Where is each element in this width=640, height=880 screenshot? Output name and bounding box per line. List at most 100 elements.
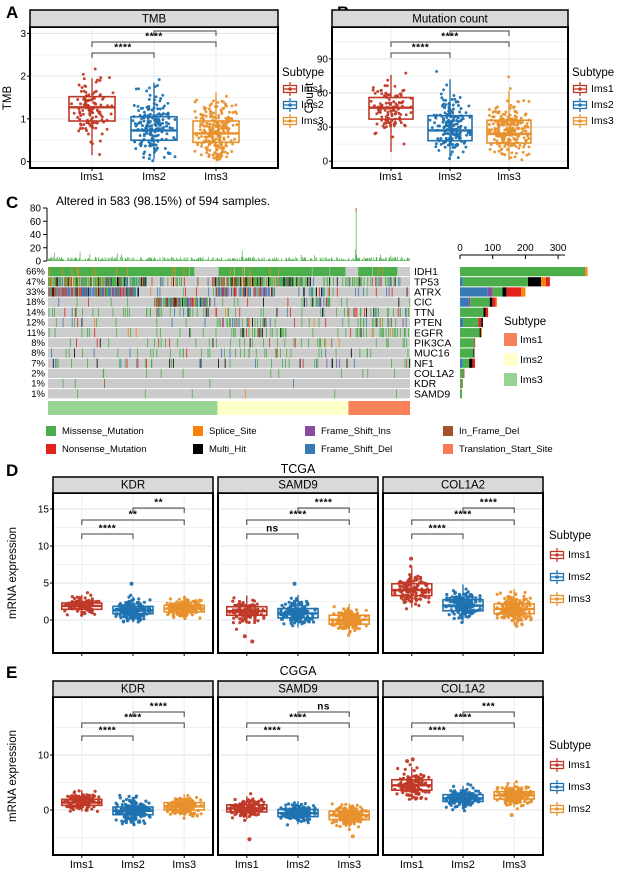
- legend-item-ims3: Ims3: [504, 371, 546, 388]
- panel-title: CGGA: [280, 664, 317, 678]
- tmb-tick-label: 0: [35, 257, 41, 268]
- outlier-point: [405, 759, 410, 764]
- row-pct-label: 18%: [26, 297, 46, 308]
- tmb-tick-label: 20: [30, 243, 42, 254]
- legend-item-ims2: Ims2: [549, 798, 591, 820]
- sig-label: ****: [441, 32, 459, 43]
- subtype-legend-e: Subtype Ims1 Ims3 Ims2: [549, 740, 591, 820]
- y-tick-label: 0: [322, 157, 328, 168]
- sig-label: ****: [99, 524, 117, 535]
- gene-axis-tick-label: 200: [517, 243, 534, 254]
- gene-bar: [460, 277, 550, 287]
- facet-col1a2: **** **** **** COL1A2: [382, 476, 544, 656]
- box: [68, 95, 116, 122]
- sig-label: ****: [289, 713, 307, 724]
- row-gene-label: TP53: [414, 276, 439, 288]
- swatch-icon: [46, 426, 56, 436]
- tmb-tick-label: 40: [30, 230, 42, 241]
- sig-bracket: [411, 722, 515, 728]
- sig-bracket: [246, 519, 350, 525]
- row-gene-label: PIK3CA: [414, 337, 451, 349]
- facet-strip-title: COL1A2: [441, 684, 485, 696]
- facet-strip-title: TMB: [142, 14, 167, 26]
- outlier-point: [129, 581, 134, 586]
- gene-bar: [460, 338, 476, 348]
- facet-strip-title: Mutation count: [412, 14, 488, 26]
- gene-bar: [460, 287, 526, 297]
- facet-strip: [382, 680, 544, 698]
- sig-label: ****: [315, 498, 333, 509]
- mutation-legend-item-splice_site: Splice_Site: [193, 426, 305, 437]
- legend-item-label: Ims2: [301, 99, 324, 111]
- facet-strip: [331, 9, 569, 28]
- sig-label: ****: [454, 510, 472, 521]
- mutation-legend-label: Nonsense_Mutation: [62, 443, 147, 455]
- y-axis-title: TMB: [2, 86, 14, 111]
- facet-mutation count: **********Mutation countIms1Ims2Ims3: [331, 9, 569, 183]
- legend-item-label: Ims1: [591, 83, 614, 95]
- legend-item-ims2: Ims2: [504, 351, 546, 368]
- facet-strip-title: KDR: [121, 480, 145, 492]
- sig-bracket: [81, 735, 134, 741]
- boxplot: [192, 92, 240, 161]
- x-tick-label: Ims1: [80, 171, 104, 183]
- row-pct-label: 8%: [31, 338, 45, 349]
- swatch-icon: [443, 426, 453, 436]
- swatch-icon: [193, 426, 203, 436]
- legend-item-label: Ims3: [591, 115, 614, 127]
- subtype-track-segment: [48, 401, 218, 415]
- gene-bar: [460, 348, 475, 358]
- legend-title: Subtype: [282, 67, 325, 79]
- x-tick-label: Ims1: [400, 859, 424, 871]
- legend-item-label: Ims2: [591, 99, 614, 111]
- boxplot: [277, 594, 319, 628]
- boxplot-key-icon: [549, 570, 565, 584]
- sig-label: ****: [289, 510, 307, 521]
- mutation-legend-item-missense_mutation: Missense_Mutation: [46, 426, 193, 437]
- boxplot-key-icon: [549, 592, 565, 606]
- legend-item-label: Ims2: [568, 571, 591, 583]
- y-tick-label: 0: [20, 157, 26, 168]
- gene-bar: [460, 317, 483, 328]
- mutation-legend-item-frame_shift_del: Frame_Shift_Del: [305, 444, 443, 455]
- boxplot: [390, 566, 433, 608]
- panel-title: TCGA: [281, 462, 316, 476]
- boxplot-key-icon: [282, 82, 298, 96]
- panel-d-label: D: [6, 461, 19, 480]
- outlier-point: [350, 834, 355, 839]
- boxplot: [442, 584, 484, 624]
- box: [486, 119, 532, 144]
- panel-c-oncoprint: Altered in 583 (98.15%) of 594 samples. 0…: [26, 194, 588, 415]
- mutation-legend-label: Missense_Mutation: [62, 425, 144, 437]
- boxplot-key-icon: [282, 98, 298, 112]
- sig-bracket: [411, 519, 515, 525]
- mutation-legend-label: In_Frame_Del: [459, 425, 520, 437]
- legend-item-ims1: Ims1: [549, 754, 591, 776]
- sig-bracket: [449, 30, 510, 36]
- boxplot: [277, 801, 319, 825]
- legend-title: Subtype: [572, 67, 615, 79]
- oncoprint-row: [48, 328, 410, 338]
- legend-item-ims1: Ims1: [504, 331, 546, 348]
- sig-label: ****: [480, 498, 498, 509]
- sig-label: ****: [412, 43, 430, 54]
- boxplot: [328, 603, 371, 635]
- x-tick-label: Ims3: [204, 171, 228, 183]
- subtype-legend-b: Subtype Ims1 Ims2 Ims3: [572, 67, 614, 129]
- y-tick-label: 3: [20, 29, 26, 40]
- jitter-points: [70, 67, 115, 156]
- y-tick-label: 90: [317, 54, 329, 65]
- subtype-legend-d: Subtype Ims1 Ims2 Ims3: [549, 530, 591, 610]
- boxplot-key-icon: [572, 98, 588, 112]
- y-tick-label: 0: [43, 616, 49, 627]
- sig-bracket: [297, 711, 350, 717]
- legend-item-ims1: Ims1: [549, 544, 591, 566]
- swatch-icon: [305, 426, 315, 436]
- mutation-legend-label: Splice_Site: [209, 425, 257, 437]
- swatch-icon: [504, 353, 517, 366]
- row-bg: [48, 368, 410, 378]
- legend-item-ims2: Ims2: [282, 97, 324, 113]
- facet-kdr: **** **** **** KDR Ims1 Ims2 Ims3: [52, 680, 214, 871]
- facet-strip: [52, 476, 214, 494]
